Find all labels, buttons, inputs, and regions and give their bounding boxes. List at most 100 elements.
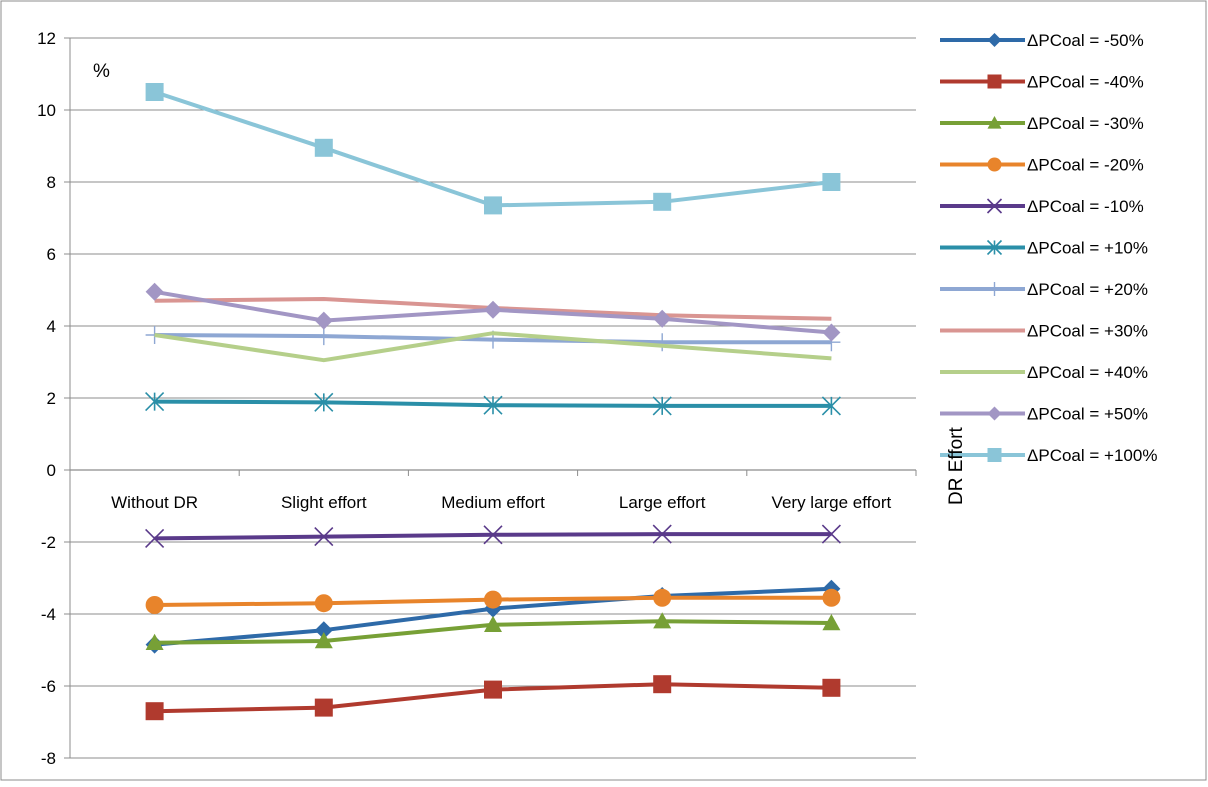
data-point — [314, 698, 333, 717]
axes: 12 10 8 6 4 2 0 -2 -4 -6 -8 Without DR Slight effort… — [37, 29, 917, 768]
legend-marker — [987, 74, 1002, 89]
y-tick-label: -4 — [41, 605, 56, 624]
y-tick-label: -8 — [41, 749, 56, 768]
legend-marker — [987, 33, 1002, 47]
data-point — [653, 612, 672, 629]
data-point — [652, 524, 672, 544]
data-point — [314, 138, 333, 157]
data-point — [145, 392, 165, 412]
series-5 — [145, 524, 841, 548]
data-point — [822, 173, 841, 191]
y-tick-label: 6 — [47, 245, 56, 264]
y-tick-label: 10 — [37, 101, 56, 120]
series-3 — [145, 612, 841, 650]
legend-item: ΔPCoal = +100% — [940, 446, 1157, 465]
legend-item: ΔPCoal = +40% — [940, 363, 1148, 382]
data-point — [483, 525, 503, 545]
legend-label: ΔPCoal = +50% — [1027, 405, 1148, 424]
legend-label: ΔPCoal = +100% — [1027, 446, 1157, 465]
data-point — [822, 323, 841, 342]
legend-item: ΔPCoal = +30% — [940, 322, 1148, 341]
legend-marker — [986, 198, 1003, 214]
data-point — [653, 675, 672, 694]
series-11 — [145, 83, 841, 215]
data-point — [822, 678, 841, 697]
legend: ΔPCoal = -50% ΔPCoal = -40% ΔPCoal = -30% Δ… — [940, 31, 1157, 465]
x-tick-label: Medium effort — [441, 493, 545, 512]
data-point — [145, 528, 165, 548]
x-axis-title: DR Effort — [946, 426, 967, 505]
y-tick-label: 8 — [47, 173, 56, 192]
data-point — [484, 680, 502, 699]
legend-label: ΔPCoal = -10% — [1027, 197, 1144, 216]
data-point — [314, 621, 333, 640]
legend-marker — [987, 157, 1002, 172]
legend-item: ΔPCoal = +10% — [940, 239, 1148, 258]
legend-label: ΔPCoal = +30% — [1027, 322, 1148, 341]
data-point — [314, 632, 333, 649]
y-tick-label: -2 — [41, 533, 56, 552]
legend-marker — [987, 282, 1002, 296]
data-point — [484, 590, 502, 609]
legend-item: ΔPCoal = -50% — [940, 31, 1144, 50]
data-point — [145, 282, 164, 301]
data-point — [822, 588, 841, 607]
data-point — [653, 333, 672, 352]
y-tick-label: 2 — [47, 389, 56, 408]
series-2 — [145, 675, 841, 721]
data-point — [484, 196, 502, 215]
y-axis-unit-label: % — [93, 61, 110, 82]
legend-label: ΔPCoal = +40% — [1027, 363, 1148, 382]
legend-label: ΔPCoal = +10% — [1027, 239, 1148, 258]
series-6 — [145, 392, 841, 416]
y-tick-label: 0 — [47, 461, 56, 480]
data-point — [822, 614, 841, 631]
data-point — [145, 596, 164, 614]
series-4 — [145, 588, 841, 614]
legend-label: ΔPCoal = -20% — [1027, 156, 1144, 175]
data-point — [314, 327, 333, 346]
data-point — [145, 633, 164, 650]
legend-marker — [987, 406, 1002, 421]
legend-marker — [987, 116, 1002, 129]
legend-marker — [987, 448, 1002, 462]
legend-marker — [986, 239, 1003, 256]
data-point — [484, 615, 502, 632]
data-point — [821, 396, 841, 416]
y-tick-label: -6 — [41, 677, 56, 696]
data-point — [314, 594, 333, 613]
data-point — [145, 702, 164, 721]
legend-item: ΔPCoal = +20% — [940, 280, 1148, 299]
data-point — [652, 396, 672, 416]
x-tick-label: Very large effort — [772, 493, 892, 512]
series-line — [154, 331, 832, 363]
x-tick-label: Large effort — [619, 493, 706, 512]
data-point — [145, 83, 164, 101]
series-10 — [145, 282, 841, 342]
legend-item: ΔPCoal = -30% — [940, 114, 1144, 133]
legend-item: ΔPCoal = -40% — [940, 73, 1144, 92]
series-lines — [145, 83, 841, 721]
legend-item: ΔPCoal = -20% — [940, 156, 1144, 175]
x-tick-label: Without DR — [111, 493, 198, 512]
data-point — [314, 392, 334, 412]
legend-label: ΔPCoal = -40% — [1027, 73, 1144, 92]
y-tick-label: 12 — [37, 29, 56, 48]
legend-label: ΔPCoal = +20% — [1027, 280, 1148, 299]
series-9 — [154, 331, 832, 363]
legend-label: ΔPCoal = -50% — [1027, 31, 1144, 50]
data-point — [821, 524, 841, 544]
data-point — [483, 395, 503, 415]
x-tick-label: Slight effort — [281, 493, 367, 512]
data-point — [314, 527, 334, 547]
data-point — [653, 192, 672, 211]
legend-item: ΔPCoal = -10% — [940, 197, 1144, 216]
data-point — [653, 309, 672, 328]
legend-label: ΔPCoal = -30% — [1027, 114, 1144, 133]
legend-item: ΔPCoal = +50% — [940, 405, 1148, 424]
data-point — [484, 300, 502, 319]
y-tick-label: 4 — [47, 317, 56, 336]
